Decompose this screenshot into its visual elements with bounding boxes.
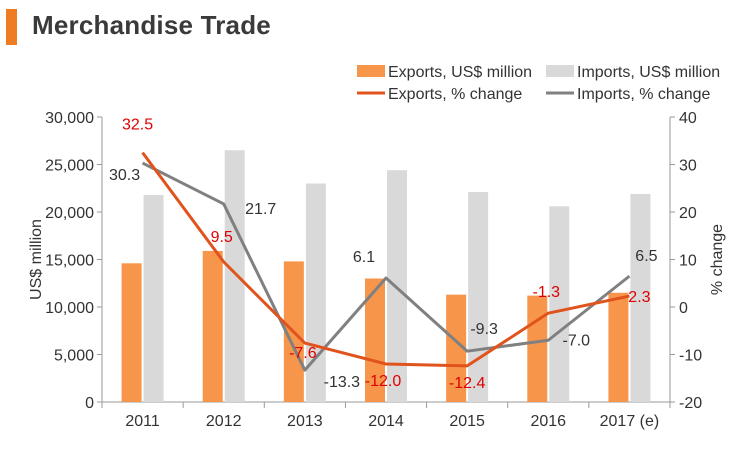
right-tick-label: -10 [679,348,702,365]
legend-exports-bar-label: Exports, US$ million [388,64,532,81]
right-axis-title: % change [709,224,726,295]
legend-imports-bar-swatch [546,65,574,77]
right-tick-label: 30 [679,158,697,175]
exports-change-label: 32.5 [122,117,153,134]
right-tick-label: 0 [679,300,688,317]
imports-change-label: 21.7 [245,201,276,218]
x-tick-label: 2017 (e) [600,413,660,430]
left-tick-label: 20,000 [45,205,94,222]
left-tick-label: 5,000 [54,348,94,365]
right-tick-label: 10 [679,253,697,270]
exports-bar [527,295,548,402]
exports-change-line [141,151,630,368]
left-tick-label: 10,000 [45,300,94,317]
right-tick-label: 20 [679,205,697,222]
legend-imports-change-label: Imports, % change [577,86,711,103]
imports-change-label: -7.0 [562,332,590,349]
left-tick-label: 25,000 [45,158,94,175]
right-tick-label: 40 [679,110,697,127]
x-tick-label: 2016 [530,413,566,430]
exports-change-label: 2.3 [628,289,650,306]
imports-bar [468,192,489,402]
x-tick-label: 2012 [206,413,242,430]
imports-change-label: -13.3 [324,374,361,391]
imports-change-label: 30.3 [109,167,140,184]
exports-change-label: -1.3 [532,284,560,301]
imports-bar [549,206,570,402]
legend-exports-bar-swatch [357,65,385,77]
exports-bar [202,250,223,402]
exports-bar [608,292,629,402]
imports-bar [305,183,326,402]
exports-bar [121,263,142,402]
chart-title: Merchandise Trade [32,10,271,40]
imports-bar [630,193,651,402]
imports-change-label: 6.5 [635,248,657,265]
imports-change-line [141,161,631,372]
x-tick-label: 2013 [287,413,323,430]
exports-change-label: -12.4 [449,375,486,392]
left-axis-title: US$ million [28,219,45,300]
left-tick-label: 15,000 [45,253,94,270]
right-tick-label: -20 [679,395,702,412]
imports-bar [224,150,245,402]
exports-bar [365,278,385,402]
exports-bar [446,294,467,402]
legend-imports-bar-label: Imports, US$ million [577,64,720,81]
exports-change-label: -7.6 [289,345,317,362]
imports-change-label: 6.1 [353,249,375,266]
left-tick-label: 0 [85,395,94,412]
exports-change-label: -12.0 [365,373,402,390]
title-accent-bar [6,9,17,45]
exports-change-label: 9.5 [211,229,233,246]
x-tick-label: 2015 [449,413,485,430]
left-tick-label: 30,000 [45,110,94,127]
imports-change-label: -9.3 [470,321,498,338]
imports-bar [143,194,164,402]
x-tick-label: 2014 [368,413,404,430]
x-tick-label: 2011 [125,413,160,430]
legend-exports-change-label: Exports, % change [388,86,522,103]
